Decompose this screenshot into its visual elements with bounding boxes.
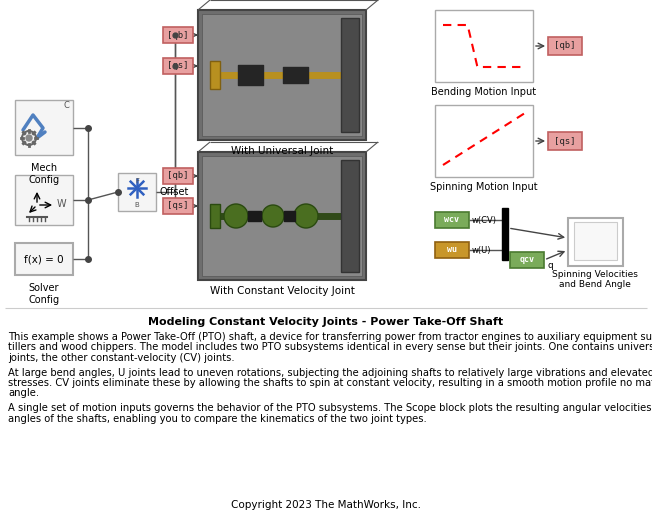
Text: Copyright 2023 The MathWorks, Inc.: Copyright 2023 The MathWorks, Inc.	[231, 500, 421, 510]
Text: C: C	[63, 101, 69, 110]
Text: w(CV): w(CV)	[472, 215, 497, 224]
Bar	[15, 175, 73, 225]
Text: Modeling Constant Velocity Joints - Power Take-Off Shaft: Modeling Constant Velocity Joints - Powe…	[149, 317, 503, 327]
Circle shape	[262, 205, 284, 227]
Bar	[435, 242, 469, 258]
Text: [qs]: [qs]	[168, 61, 188, 71]
Text: wcv: wcv	[445, 215, 460, 224]
Bar	[210, 61, 220, 89]
Text: [qs]: [qs]	[554, 136, 576, 146]
Bar	[202, 14, 362, 136]
Bar	[198, 10, 366, 140]
Text: qcv: qcv	[520, 256, 535, 265]
Bar	[210, 204, 220, 228]
Text: B: B	[134, 202, 140, 208]
Text: At large bend angles, U joints lead to uneven rotations, subjecting the adjoinin: At large bend angles, U joints lead to u…	[8, 367, 652, 377]
Text: stresses. CV joints eliminate these by allowing the shafts to spin at constant v: stresses. CV joints eliminate these by a…	[8, 378, 652, 388]
Bar	[15, 100, 73, 155]
Bar	[15, 243, 73, 275]
Bar	[202, 156, 362, 276]
Text: tillers and wood chippers. The model includes two PTO subsystems identical in ev: tillers and wood chippers. The model inc…	[8, 343, 652, 353]
Text: With Universal Joint: With Universal Joint	[231, 146, 333, 156]
Text: This example shows a Power Take-Off (PTO) shaft, a device for transferring power: This example shows a Power Take-Off (PTO…	[8, 332, 652, 342]
Bar	[568, 218, 623, 266]
Text: q: q	[547, 260, 553, 269]
Text: wu: wu	[447, 246, 457, 255]
Bar	[510, 252, 544, 268]
Bar	[435, 105, 533, 177]
Text: [qs]: [qs]	[168, 202, 188, 211]
Circle shape	[26, 135, 32, 141]
Text: Bending Motion Input: Bending Motion Input	[432, 87, 537, 97]
Bar	[548, 132, 582, 150]
Text: Offset: Offset	[159, 187, 188, 197]
Text: joints, the other constant-velocity (CV) joints.: joints, the other constant-velocity (CV)…	[8, 353, 235, 363]
Bar	[341, 160, 359, 272]
Bar	[118, 173, 156, 211]
Bar	[548, 37, 582, 55]
Text: A single set of motion inputs governs the behavior of the PTO subsystems. The Sc: A single set of motion inputs governs th…	[8, 403, 652, 413]
Text: W: W	[57, 199, 67, 209]
Circle shape	[294, 204, 318, 228]
Bar	[341, 18, 359, 132]
Text: [qb]: [qb]	[168, 30, 188, 39]
Bar	[502, 208, 508, 260]
Circle shape	[224, 204, 248, 228]
Bar	[435, 10, 533, 82]
Bar	[163, 58, 193, 74]
Text: F: F	[135, 178, 139, 184]
Bar	[198, 152, 366, 280]
Text: [qb]: [qb]	[554, 41, 576, 50]
Text: Solver
Config: Solver Config	[29, 283, 59, 304]
Bar	[574, 222, 617, 260]
Text: angle.: angle.	[8, 388, 39, 398]
Text: f(x) = 0: f(x) = 0	[24, 254, 64, 264]
Bar	[163, 27, 193, 43]
Text: w(U): w(U)	[472, 246, 492, 255]
Bar	[163, 198, 193, 214]
Bar	[435, 212, 469, 228]
Text: Spinning Velocities
and Bend Angle: Spinning Velocities and Bend Angle	[552, 270, 638, 289]
Bar	[163, 168, 193, 184]
Text: With Constant Velocity Joint: With Constant Velocity Joint	[209, 286, 355, 296]
Text: angles of the shafts, enabling you to compare the kinematics of the two joint ty: angles of the shafts, enabling you to co…	[8, 413, 427, 423]
Text: [qb]: [qb]	[168, 171, 188, 180]
Text: Spinning Motion Input: Spinning Motion Input	[430, 182, 538, 192]
Text: Mech
Config: Mech Config	[29, 163, 59, 184]
